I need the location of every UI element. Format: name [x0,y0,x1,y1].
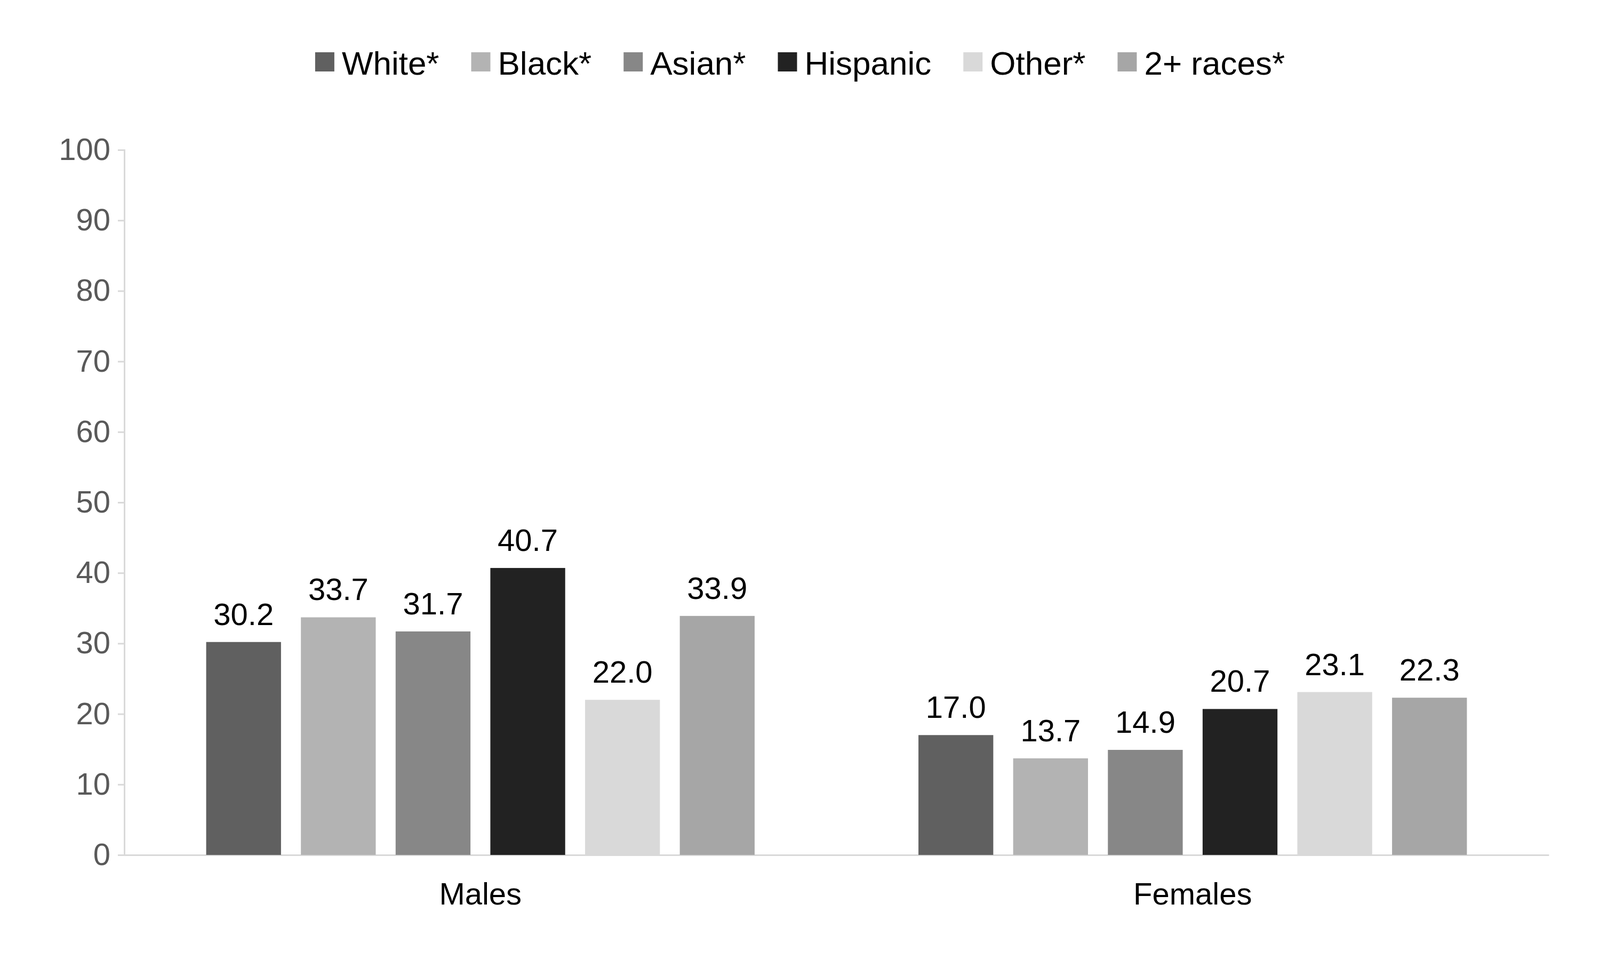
legend-label: Asian* [650,44,746,82]
legend-item: 2+ races* [1117,44,1285,82]
x-axis: Males Females [124,855,1550,912]
data-label: 31.7 [403,586,464,621]
bars [206,568,1468,855]
data-labels: 30.2 17.0 33.7 13.7 31.7 14.9 40.7 20.7 22.0 23.1… [213,522,1460,748]
y-tick-label: 0 [93,836,111,872]
y-tick-label: 50 [75,484,111,519]
y-tick: 50 [75,484,125,519]
y-tick-label: 100 [58,131,111,167]
y-tick-label: 90 [75,202,111,237]
legend-label: Hispanic [804,44,932,82]
legend-item: Hispanic [777,44,932,82]
y-tick: 40 [75,554,125,590]
y-tick-mark [117,572,125,574]
y-tick-label: 30 [75,625,111,660]
bar [585,699,660,855]
legend-label: Black* [498,44,592,82]
y-tick: 80 [75,272,125,308]
y-tick-label: 60 [75,413,111,449]
plot: 0 10 20 30 40 50 60 70 80 90 100 Males Females 30.2 17… [58,131,1549,911]
legend-swatch [315,52,335,72]
data-label: 17.0 [925,689,987,725]
bar [1013,758,1088,855]
data-label: 33.9 [686,570,748,606]
legend-item: White* [315,44,440,82]
y-tick-label: 20 [75,696,111,731]
chart: 0 10 20 30 40 50 60 70 80 90 100 Males Females 30.2 17… [0,0,1600,960]
bar [1392,697,1467,855]
legend-label: 2+ races* [1144,44,1285,82]
data-label: 20.7 [1210,663,1271,699]
y-tick-mark [117,219,125,222]
x-tick-label: Females [1133,876,1252,911]
bar [680,616,755,855]
y-axis-line [117,150,125,856]
legend-label: Other* [989,44,1086,82]
data-label: 40.7 [497,522,558,558]
y-tick: 70 [75,343,125,379]
legend-item: Black* [471,44,592,82]
bar [1202,708,1278,855]
legend-swatch [623,52,643,72]
data-label: 14.9 [1115,704,1176,740]
y-axis: 0 10 20 30 40 50 60 70 80 90 100 [58,131,125,872]
y-tick-mark [117,642,125,645]
data-label: 30.2 [213,596,274,632]
y-tick: 20 [75,696,125,731]
legend-label: White* [341,44,440,82]
data-label: 22.3 [1399,652,1460,687]
y-tick: 100 [58,131,125,167]
legend-item: Asian* [623,44,746,82]
bar [206,642,282,855]
legend-swatch [777,52,797,72]
y-tick: 10 [75,766,125,802]
data-label: 33.7 [308,571,369,607]
bar [490,568,565,855]
data-label: 23.1 [1304,646,1365,682]
y-tick: 90 [75,202,125,237]
x-tick-label: Males [438,876,522,911]
legend-swatch [471,52,491,72]
x-tick: Males [438,876,522,911]
y-tick-mark [117,431,125,434]
bar [1297,692,1373,855]
y-tick: 0 [93,836,125,872]
data-label: 13.7 [1020,713,1081,748]
bar [395,631,471,855]
y-tick-label: 10 [75,766,111,802]
y-tick-mark [117,784,125,786]
y-tick-label: 80 [75,272,111,308]
bar [300,617,376,855]
y-tick-label: 70 [75,343,111,379]
data-label: 22.0 [592,654,653,690]
y-tick-mark [117,290,125,292]
y-tick: 60 [75,413,125,449]
x-tick: Females [1133,876,1252,911]
y-tick-mark [117,501,125,504]
y-tick: 30 [75,625,125,660]
legend-swatch [1117,52,1137,72]
y-tick-mark [117,713,125,716]
bar [1107,749,1183,855]
y-tick-label: 40 [75,554,111,590]
y-tick-mark [117,854,125,856]
bar [918,734,994,855]
legend-swatch [963,52,983,72]
legend-item: Other* [963,44,1086,82]
y-tick-mark [117,149,125,151]
legend: White* Black* Asian* Hispanic Other* 2+ races… [315,44,1285,82]
y-tick-mark [117,361,125,363]
